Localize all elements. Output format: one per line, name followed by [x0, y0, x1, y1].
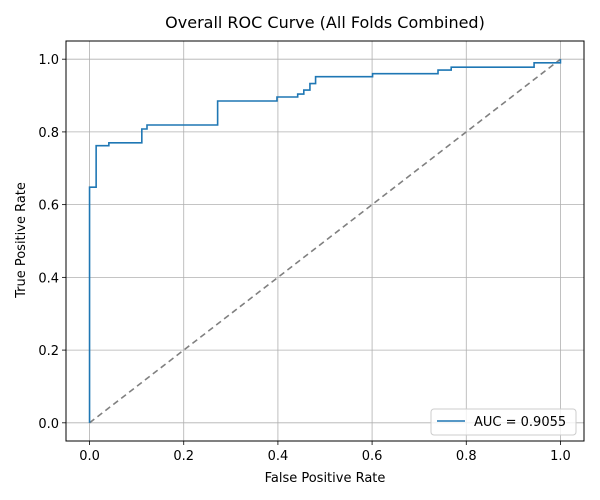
- x-tick-label: 0.0: [79, 449, 100, 464]
- x-tick-label: 0.6: [362, 449, 383, 464]
- grid-lines: [66, 41, 584, 441]
- y-axis-title: True Positive Rate: [14, 182, 29, 299]
- y-tick-label: 0.8: [38, 126, 59, 141]
- chart-title: Overall ROC Curve (All Folds Combined): [165, 13, 485, 32]
- roc-curve-line: [88, 59, 562, 423]
- legend: AUC = 0.9055: [430, 408, 577, 436]
- x-tick-label: 0.4: [268, 449, 289, 464]
- series-layer: [88, 58, 562, 424]
- y-tick-label: 0.2: [38, 344, 59, 359]
- x-axis-title: False Positive Rate: [265, 471, 386, 486]
- y-tick-label: 0.6: [38, 199, 59, 214]
- y-tick-label: 0.4: [38, 271, 59, 286]
- x-tick-label: 0.2: [173, 449, 194, 464]
- legend-label: AUC = 0.9055: [474, 415, 566, 430]
- plot-frame: [65, 40, 585, 442]
- y-tick-label: 1.0: [38, 53, 59, 68]
- x-tick-label: 0.8: [456, 449, 477, 464]
- y-tick-label: 0.0: [38, 417, 59, 432]
- chance-diagonal-line: [89, 58, 561, 424]
- legend-frame: [430, 408, 577, 436]
- axis-ticks: 0.0 0.2 0.4 0.6 0.8 1.0 0.0 0.2 0.4 0.6 0.8 1.0: [38, 53, 570, 464]
- x-tick-label: 1.0: [550, 449, 571, 464]
